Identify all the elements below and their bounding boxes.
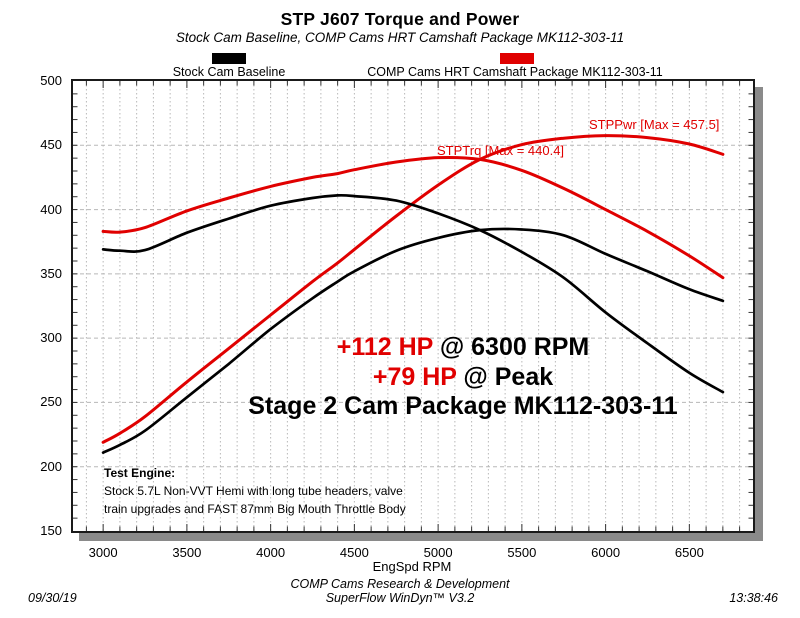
footer-date: 09/30/19 bbox=[28, 591, 77, 605]
power-max-annotation: STPPwr [Max = 457.5] bbox=[589, 117, 720, 132]
x-tick-label: 4000 bbox=[256, 545, 286, 560]
curve-stppwr-comp-cams-hrt-camshaft-package-mk112-303-11 bbox=[101, 134, 725, 444]
y-tick-label: 450 bbox=[40, 137, 62, 153]
page-subtitle: Stock Cam Baseline, COMP Cams HRT Camsha… bbox=[175, 30, 625, 45]
curve-stptrq-comp-cams-hrt-camshaft-package-mk112-303-11 bbox=[101, 155, 725, 280]
cam-package-line: Stage 2 Cam Package MK112-303-11 bbox=[248, 392, 678, 420]
legend-label-comp: COMP Cams HRT Camshaft Package MK112-303… bbox=[367, 65, 663, 79]
dyno-chart-svg bbox=[73, 81, 753, 531]
y-tick-label: 250 bbox=[40, 394, 62, 410]
curve-stppwr-stock-cam-baseline bbox=[101, 227, 725, 454]
x-tick-label: 3000 bbox=[88, 545, 118, 560]
footer-organization: COMP Cams Research & Development bbox=[290, 577, 510, 591]
y-tick-label: 200 bbox=[40, 458, 62, 474]
y-tick-label: 300 bbox=[40, 330, 62, 346]
test-engine-heading: Test Engine: bbox=[104, 466, 176, 480]
footer-time: 13:38:46 bbox=[729, 591, 778, 605]
y-tick-label: 150 bbox=[40, 523, 62, 538]
torque-max-annotation: STPTrq [Max = 440.4] bbox=[437, 143, 565, 158]
test-engine-line-2: train upgrades and FAST 87mm Big Mouth T… bbox=[104, 502, 406, 516]
legend-swatch-stock bbox=[212, 53, 246, 64]
x-tick-label: 6000 bbox=[591, 545, 621, 560]
y-tick-label: 500 bbox=[40, 73, 62, 88]
curve-stptrq-stock-cam-baseline bbox=[101, 193, 725, 394]
x-axis-title: EngSpd RPM bbox=[372, 559, 452, 574]
x-tick-label: 5500 bbox=[507, 545, 537, 560]
y-tick-label: 400 bbox=[40, 201, 62, 217]
y-tick-label: 350 bbox=[40, 265, 62, 281]
hp-gain-value-2: +79 HP bbox=[372, 363, 457, 391]
hp-gain-suffix-2: @ Peak bbox=[456, 363, 554, 391]
hp-gain-suffix-1: @ 6300 RPM bbox=[432, 333, 590, 361]
test-engine-line-1: Stock 5.7L Non-VVT Hemi with long tube h… bbox=[104, 484, 403, 498]
plot-area: STPPwr [Max = 457.5] STPTrq [Max = 440.4… bbox=[71, 79, 755, 533]
hp-gain-value-1: +112 HP bbox=[336, 333, 433, 361]
page-title: STP J607 Torque and Power bbox=[280, 9, 520, 29]
legend-swatch-comp bbox=[500, 53, 534, 64]
x-tick-label: 4500 bbox=[339, 545, 369, 560]
x-tick-label: 3500 bbox=[172, 545, 202, 560]
legend-label-stock: Stock Cam Baseline bbox=[172, 65, 286, 79]
x-tick-label: 5000 bbox=[423, 545, 453, 560]
test-engine-block: Test Engine: Stock 5.7L Non-VVT Hemi wit… bbox=[104, 464, 406, 518]
hp-gain-line-2: +79 HP @ Peak bbox=[123, 363, 800, 392]
footer-software: SuperFlow WinDyn™ V3.2 bbox=[325, 591, 475, 605]
hp-gain-line-1: +112 HP @ 6300 RPM bbox=[123, 333, 800, 362]
x-tick-label: 6500 bbox=[674, 545, 704, 560]
